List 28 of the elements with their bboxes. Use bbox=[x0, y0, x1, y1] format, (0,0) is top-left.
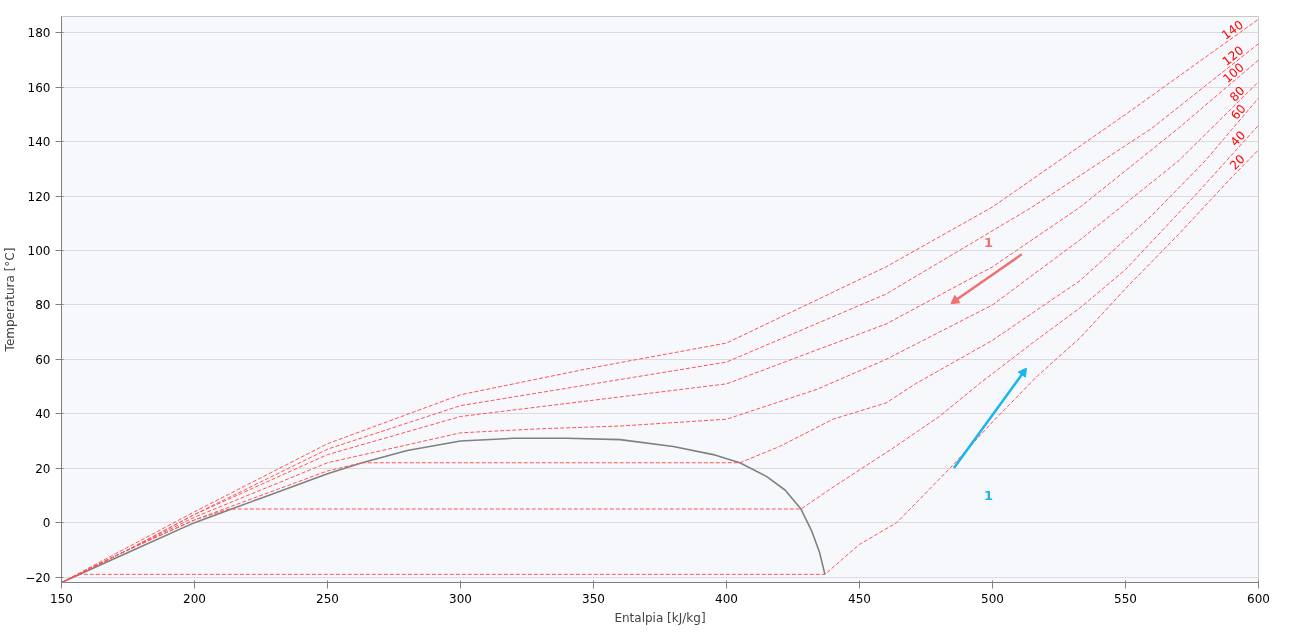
x-tick-label: 150 bbox=[50, 591, 73, 606]
y-tick-label: −20 bbox=[25, 570, 51, 585]
x-tick-label: 450 bbox=[848, 591, 871, 606]
x-tick-label: 550 bbox=[1114, 591, 1137, 606]
text: 40 bbox=[1227, 128, 1249, 149]
y-tick-label: 80 bbox=[35, 298, 51, 313]
annotation: 1 bbox=[984, 488, 994, 504]
x-tick-label: 200 bbox=[183, 591, 206, 606]
x-tick-label: 600 bbox=[1247, 591, 1270, 606]
x-axis-title: Entalpia [kJ/kg] bbox=[614, 610, 706, 625]
text: 20 bbox=[1227, 151, 1248, 173]
x-tick-label: 350 bbox=[582, 591, 605, 606]
x-tick-label: 400 bbox=[715, 591, 738, 606]
y-tick-label: 20 bbox=[35, 461, 51, 476]
annotation: 1 bbox=[983, 234, 994, 250]
y-tick-label: 60 bbox=[35, 352, 51, 367]
y-axis-title: Temperatura [°C] bbox=[3, 247, 18, 353]
y-tick-label: 180 bbox=[27, 26, 51, 41]
x-tick-label: 500 bbox=[981, 591, 1004, 606]
y-tick-label: 140 bbox=[27, 135, 51, 150]
text: 140 bbox=[1219, 17, 1246, 43]
x-tick-label: 250 bbox=[316, 591, 339, 606]
y-tick-label: 40 bbox=[35, 407, 51, 422]
y-tick-label: 100 bbox=[27, 244, 51, 259]
y-tick-label: 0 bbox=[42, 516, 51, 531]
y-tick-label: 160 bbox=[27, 80, 51, 95]
x-tick-label: 300 bbox=[449, 591, 472, 606]
y-tick-label: 120 bbox=[27, 189, 51, 204]
